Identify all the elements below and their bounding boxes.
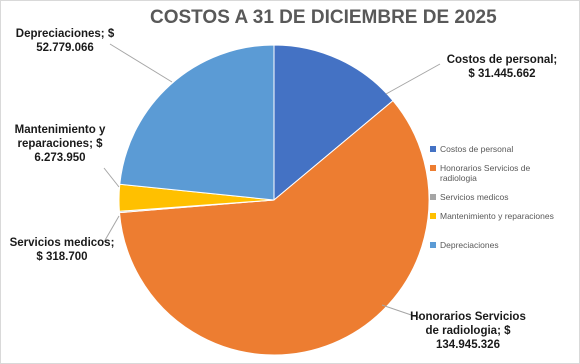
- legend: Costos de personal Honorarios Servicios …: [430, 144, 576, 250]
- data-label-mantenimiento-value: 6.273.950: [34, 152, 86, 164]
- legend-swatch-servicios-medicos: [430, 194, 436, 200]
- data-label-costos-personal: Costos de personal; $ 31.445.662: [442, 53, 562, 81]
- data-label-depreciaciones: Depreciaciones; $ 52.779.066: [10, 27, 120, 55]
- legend-swatch-honorarios: [430, 165, 436, 171]
- data-label-honorarios: Honorarios Servicios de radiologia; $ 13…: [398, 310, 538, 352]
- data-label-costos-personal-name: Costos de personal;: [446, 54, 558, 66]
- pie-slice-depreciaciones: [119, 44, 275, 201]
- data-label-mantenimiento: Mantenimiento y reparaciones; $ 6.273.95…: [10, 123, 110, 165]
- leader-line-servicios-medicos: [103, 215, 120, 243]
- data-label-mantenimiento-name: Mantenimiento y: [14, 124, 106, 136]
- legend-item-honorarios: Honorarios Servicios de radiologia: [430, 163, 576, 183]
- pie-slice-honorarios: [118, 99, 430, 356]
- legend-item-costos-personal: Costos de personal: [430, 144, 576, 154]
- legend-label-mantenimiento: Mantenimiento y reparaciones: [440, 211, 554, 221]
- data-label-honorarios-name-2: de radiologia; $: [425, 325, 511, 337]
- data-label-honorarios-value: 134.945.326: [436, 339, 500, 351]
- data-label-depreciaciones-value: 52.779.066: [36, 42, 94, 54]
- data-label-honorarios-name: Honorarios Servicios: [410, 311, 526, 323]
- leader-line-costos-personal: [385, 63, 441, 95]
- data-label-servicios-medicos-name: Servicios medicos;: [9, 237, 115, 249]
- legend-swatch-mantenimiento: [430, 213, 436, 219]
- leader-line-depreciaciones: [109, 43, 173, 83]
- legend-item-depreciaciones: Depreciaciones: [430, 240, 576, 250]
- leader-line-honorarios: [381, 304, 421, 319]
- legend-label-honorarios-2: radiologia: [440, 173, 477, 183]
- data-label-depreciaciones-name: Depreciaciones; $: [15, 28, 115, 40]
- chart-title: COSTOS A 31 DE DICIEMBRE DE 2025: [150, 7, 497, 28]
- legend-label-costos-personal: Costos de personal: [440, 144, 514, 154]
- legend-item-servicios-medicos: Servicios medicos: [430, 192, 576, 202]
- data-label-servicios-medicos: Servicios medicos; $ 318.700: [6, 236, 118, 264]
- data-label-costos-personal-value: $ 31.445.662: [468, 68, 536, 80]
- leader-line-mantenimiento: [103, 167, 120, 188]
- legend-item-mantenimiento: Mantenimiento y reparaciones: [430, 211, 576, 221]
- data-label-servicios-medicos-value: $ 318.700: [36, 251, 88, 263]
- legend-label-honorarios: Honorarios Servicios de: [440, 163, 531, 173]
- data-label-mantenimiento-name-2: reparaciones; $: [17, 138, 103, 150]
- legend-swatch-depreciaciones: [430, 242, 436, 248]
- legend-swatch-costos-personal: [430, 146, 436, 152]
- legend-label-servicios-medicos: Servicios medicos: [440, 192, 509, 202]
- legend-label-depreciaciones: Depreciaciones: [440, 240, 499, 250]
